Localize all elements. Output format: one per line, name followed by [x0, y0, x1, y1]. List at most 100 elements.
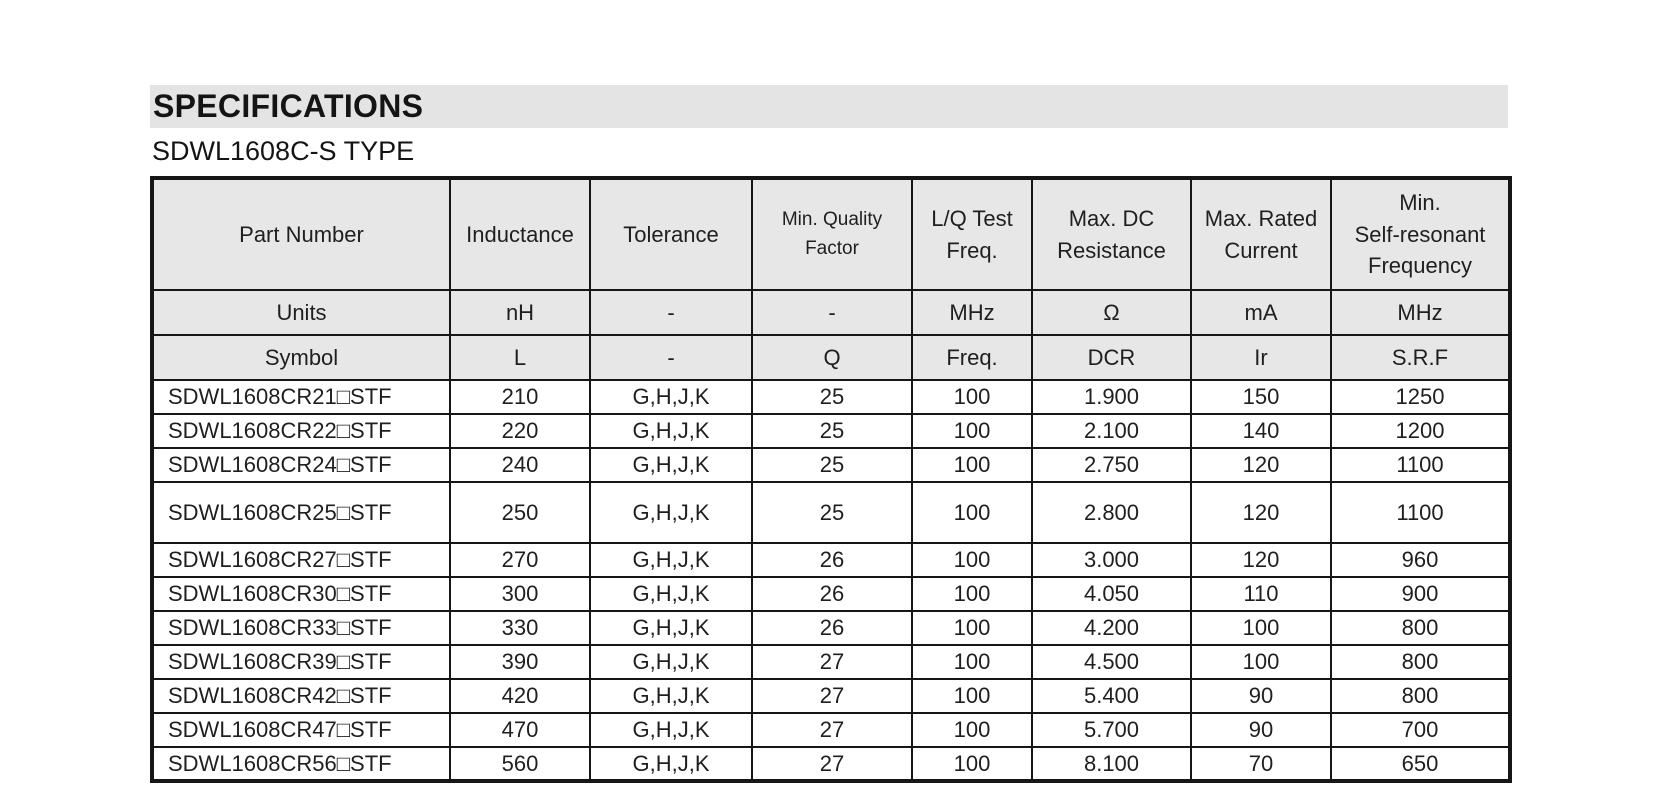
q-factor-cell: 26 — [751, 610, 913, 646]
symbol-tolerance: - — [589, 334, 753, 381]
rated-current-cell: 110 — [1190, 576, 1332, 612]
test-freq-cell: 100 — [911, 481, 1033, 544]
rated-current-cell: 100 — [1190, 610, 1332, 646]
test-freq-cell: 100 — [911, 712, 1033, 748]
column-header-part-number: Part Number — [151, 177, 451, 291]
rated-current-cell: 70 — [1190, 746, 1332, 782]
rated-current-cell: 90 — [1190, 678, 1332, 714]
inductance-cell: 560 — [449, 746, 591, 782]
units-row: Units nH - - MHz Ω mA MHz — [151, 289, 1511, 336]
srf-cell: 800 — [1330, 644, 1511, 680]
test-freq-cell: 100 — [911, 746, 1033, 782]
q-factor-cell: 25 — [751, 481, 913, 544]
table-row: SDWL1608CR22□STF 220 G,H,J,K 25 100 2.100 140 1… — [151, 413, 1511, 449]
section-title: SPECIFICATIONS — [153, 88, 424, 124]
symbol-test-freq: Freq. — [911, 334, 1033, 381]
inductance-cell: 330 — [449, 610, 591, 646]
units-rated-current: mA — [1190, 289, 1332, 336]
q-factor-cell: 26 — [751, 542, 913, 578]
rated-current-cell: 100 — [1190, 644, 1332, 680]
table-row: SDWL1608CR25□STF 250 G,H,J,K 25 100 2.800 120 1… — [151, 481, 1511, 544]
dcr-cell: 4.200 — [1031, 610, 1192, 646]
header-row: Part Number Inductance Tolerance Min. Qu… — [151, 177, 1511, 291]
symbol-row: Symbol L - Q Freq. DCR Ir S.R.F — [151, 334, 1511, 381]
spec-table-body: SDWL1608CR21□STF 210 G,H,J,K 25 100 1.900 150 1… — [151, 379, 1511, 782]
srf-cell: 1100 — [1330, 447, 1511, 483]
srf-cell: 800 — [1330, 678, 1511, 714]
table-row: SDWL1608CR47□STF 470 G,H,J,K 27 100 5.700 90 70… — [151, 712, 1511, 748]
units-dc-resistance: Ω — [1031, 289, 1192, 336]
tolerance-cell: G,H,J,K — [589, 413, 753, 449]
tolerance-cell: G,H,J,K — [589, 644, 753, 680]
tolerance-cell: G,H,J,K — [589, 576, 753, 612]
srf-cell: 700 — [1330, 712, 1511, 748]
inductance-cell: 470 — [449, 712, 591, 748]
part-number-cell: SDWL1608CR27□STF — [151, 542, 451, 578]
srf-cell: 900 — [1330, 576, 1511, 612]
part-number-cell: SDWL1608CR30□STF — [151, 576, 451, 612]
rated-current-cell: 120 — [1190, 542, 1332, 578]
dcr-cell: 2.800 — [1031, 481, 1192, 544]
inductance-cell: 210 — [449, 379, 591, 415]
symbol-dc-resistance: DCR — [1031, 334, 1192, 381]
q-factor-cell: 27 — [751, 712, 913, 748]
symbol-inductance: L — [449, 334, 591, 381]
test-freq-cell: 100 — [911, 413, 1033, 449]
tolerance-cell: G,H,J,K — [589, 481, 753, 544]
part-number-cell: SDWL1608CR22□STF — [151, 413, 451, 449]
units-tolerance: - — [589, 289, 753, 336]
part-number-cell: SDWL1608CR42□STF — [151, 678, 451, 714]
tolerance-cell: G,H,J,K — [589, 712, 753, 748]
test-freq-cell: 100 — [911, 542, 1033, 578]
dcr-cell: 8.100 — [1031, 746, 1192, 782]
spec-table-meta: Units nH - - MHz Ω mA MHz Symbol L - Q F… — [151, 289, 1511, 381]
srf-cell: 800 — [1330, 610, 1511, 646]
tolerance-cell: G,H,J,K — [589, 610, 753, 646]
dcr-cell: 4.500 — [1031, 644, 1192, 680]
symbol-self-resonant-freq: S.R.F — [1330, 334, 1511, 381]
rated-current-cell: 120 — [1190, 481, 1332, 544]
dcr-cell: 4.050 — [1031, 576, 1192, 612]
dcr-cell: 5.700 — [1031, 712, 1192, 748]
part-number-cell: SDWL1608CR56□STF — [151, 746, 451, 782]
part-number-cell: SDWL1608CR39□STF — [151, 644, 451, 680]
table-row: SDWL1608CR27□STF 270 G,H,J,K 26 100 3.000 120 9… — [151, 542, 1511, 578]
rated-current-cell: 150 — [1190, 379, 1332, 415]
symbol-row-label: Symbol — [151, 334, 451, 381]
rated-current-cell: 90 — [1190, 712, 1332, 748]
table-row: SDWL1608CR56□STF 560 G,H,J,K 27 100 8.100 70 65… — [151, 746, 1511, 782]
inductance-cell: 220 — [449, 413, 591, 449]
tolerance-cell: G,H,J,K — [589, 447, 753, 483]
units-test-freq: MHz — [911, 289, 1033, 336]
part-number-cell: SDWL1608CR47□STF — [151, 712, 451, 748]
units-inductance: nH — [449, 289, 591, 336]
dcr-cell: 5.400 — [1031, 678, 1192, 714]
tolerance-cell: G,H,J,K — [589, 379, 753, 415]
q-factor-cell: 26 — [751, 576, 913, 612]
q-factor-cell: 27 — [751, 644, 913, 680]
srf-cell: 1200 — [1330, 413, 1511, 449]
table-row: SDWL1608CR33□STF 330 G,H,J,K 26 100 4.200 100 8… — [151, 610, 1511, 646]
type-subtitle: SDWL1608C-S TYPE — [152, 136, 415, 166]
spec-table: Part Number Inductance Tolerance Min. Qu… — [150, 176, 1512, 783]
part-number-cell: SDWL1608CR33□STF — [151, 610, 451, 646]
units-self-resonant-freq: MHz — [1330, 289, 1511, 336]
srf-cell: 1100 — [1330, 481, 1511, 544]
inductance-cell: 390 — [449, 644, 591, 680]
dcr-cell: 2.100 — [1031, 413, 1192, 449]
spec-table-header: Part Number Inductance Tolerance Min. Qu… — [151, 177, 1511, 291]
test-freq-cell: 100 — [911, 678, 1033, 714]
q-factor-cell: 25 — [751, 413, 913, 449]
column-header-dc-resistance: Max. DC Resistance — [1031, 177, 1192, 291]
symbol-rated-current: Ir — [1190, 334, 1332, 381]
test-freq-cell: 100 — [911, 447, 1033, 483]
column-header-self-resonant-freq: Min. Self-resonant Frequency — [1330, 177, 1511, 291]
dcr-cell: 1.900 — [1031, 379, 1192, 415]
dcr-cell: 2.750 — [1031, 447, 1192, 483]
srf-cell: 960 — [1330, 542, 1511, 578]
srf-cell: 1250 — [1330, 379, 1511, 415]
column-header-tolerance: Tolerance — [589, 177, 753, 291]
dcr-cell: 3.000 — [1031, 542, 1192, 578]
test-freq-cell: 100 — [911, 610, 1033, 646]
